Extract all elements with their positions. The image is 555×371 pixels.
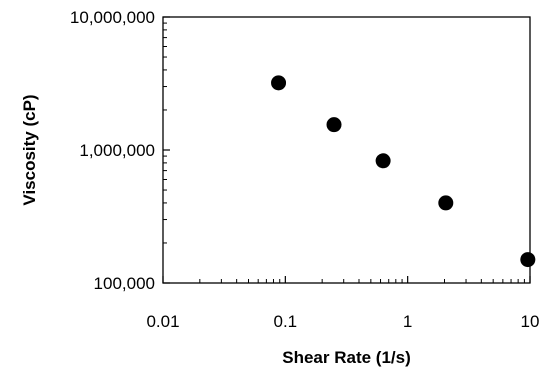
data-points (271, 75, 536, 268)
plot-frame (162, 16, 531, 284)
x-tick-label: 0.1 (274, 312, 298, 331)
data-point (326, 117, 342, 133)
data-point (271, 75, 287, 91)
data-point (520, 252, 536, 268)
y-axis-title: Viscosity (cP) (20, 94, 39, 205)
x-tick-label: 0.01 (146, 312, 179, 331)
x-axis-title: Shear Rate (1/s) (282, 348, 411, 367)
data-point (375, 153, 391, 169)
y-tick-label: 10,000,000 (70, 8, 155, 27)
x-tick-label: 1 (403, 312, 412, 331)
y-tick-label: 1,000,000 (79, 141, 155, 160)
y-tick-labels: 100,000 1,000,000 10,000,000 (70, 8, 155, 293)
data-point (438, 195, 454, 211)
axis-ticks (162, 16, 531, 284)
x-tick-labels: 0.01 0.1 1 10 (146, 312, 539, 331)
y-tick-label: 100,000 (94, 274, 155, 293)
x-tick-label: 10 (521, 312, 540, 331)
